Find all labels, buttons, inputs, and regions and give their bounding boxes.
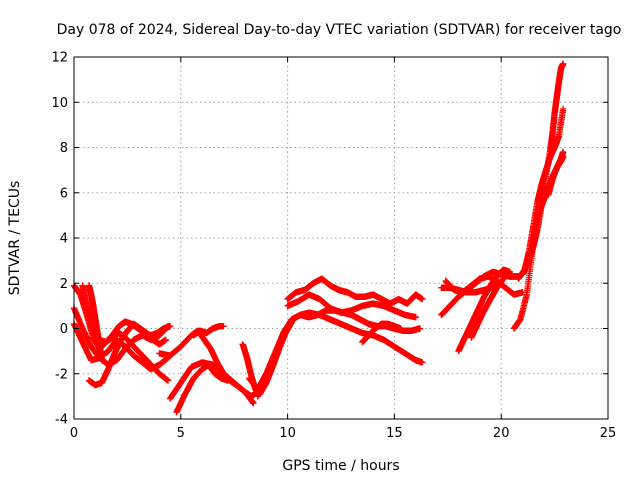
series-track-i — [156, 327, 257, 407]
y-axis-label: SDTVAR / TECUs — [7, 181, 23, 296]
x-tick-label: 20 — [493, 426, 510, 441]
data-point — [416, 325, 424, 332]
x-tick-label: 0 — [70, 426, 78, 441]
data-series — [70, 60, 567, 416]
data-point — [419, 295, 426, 303]
data-point — [162, 336, 169, 343]
data-point — [164, 377, 172, 384]
series-track-m — [254, 309, 426, 400]
data-point — [166, 323, 174, 330]
x-tick-label: 25 — [600, 426, 617, 441]
series-track-f — [85, 282, 105, 364]
data-point — [250, 400, 257, 407]
series-track-n — [284, 275, 426, 307]
series-track-j — [190, 323, 227, 339]
x-tick-label: 15 — [386, 426, 403, 441]
x-tick-label: 5 — [177, 426, 185, 441]
y-tick-label: 8 — [60, 141, 68, 156]
data-point — [419, 359, 426, 366]
grid — [74, 57, 608, 419]
y-tick-label: -2 — [55, 367, 68, 382]
y-tick-label: 10 — [51, 96, 68, 111]
series-track-w — [515, 105, 567, 282]
y-tick-label: 4 — [60, 232, 68, 247]
y-tick-label: 6 — [60, 186, 68, 201]
x-axis-label: GPS time / hours — [282, 458, 399, 474]
series-track-o — [284, 291, 419, 321]
chart-title: Day 078 of 2024, Sidereal Day-to-day VTE… — [57, 22, 622, 38]
data-point — [220, 323, 227, 330]
y-tick-label: 2 — [60, 277, 68, 292]
x-tick-label: 10 — [279, 426, 296, 441]
series-track-v — [510, 153, 567, 332]
data-point — [98, 357, 105, 364]
y-tick-label: -4 — [55, 413, 68, 428]
series-track-h — [173, 361, 231, 416]
y-tick-label: 12 — [51, 51, 68, 66]
y-tick-label: 0 — [60, 322, 68, 337]
